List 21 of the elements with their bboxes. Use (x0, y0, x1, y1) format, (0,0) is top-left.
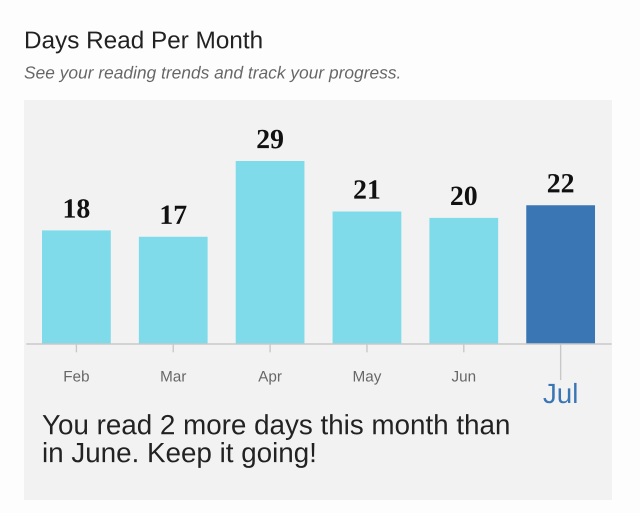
data-label: 22 (548, 174, 574, 192)
bar (526, 205, 596, 344)
x-tick-label: Mar (161, 370, 186, 382)
x-tick-label: May (354, 370, 382, 385)
bar (138, 236, 208, 344)
data-label: 29 (257, 130, 283, 148)
bar (236, 161, 304, 344)
chart-subtitle: See your reading trends and track your progress. (24, 66, 400, 82)
x-tick-label: Jul (543, 382, 577, 404)
text: You read 2 more days this month than in June. Keep it going! (42, 414, 509, 468)
x-tick-label: Apr (258, 370, 282, 385)
bar (42, 230, 111, 344)
bar (332, 212, 402, 344)
x-tick-label: Feb (64, 370, 89, 382)
x-tick-label: Jun (452, 370, 476, 382)
data-label: 21 (354, 180, 380, 199)
chart-title: Days Read Per Month (26, 30, 262, 54)
bar (429, 218, 498, 344)
data-label: 17 (162, 206, 186, 224)
data-label: 18 (64, 199, 90, 218)
data-label: 20 (451, 186, 477, 206)
